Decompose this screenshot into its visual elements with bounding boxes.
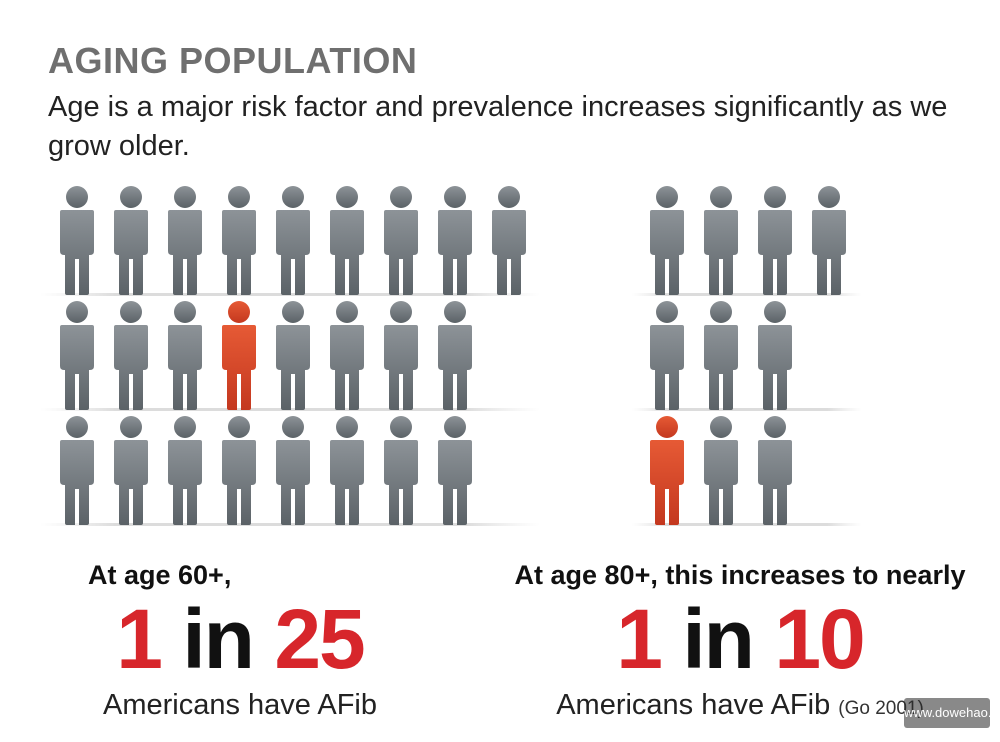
person-icon (758, 416, 792, 525)
person-icon (276, 186, 310, 295)
person-icon (384, 416, 418, 525)
person-icon-highlighted (650, 416, 684, 525)
person-icon (330, 301, 364, 410)
stat-age60-in: in (182, 592, 255, 686)
page-title: AGING POPULATION (48, 40, 418, 81)
stat-age80-ratio: 1 in 10 (490, 597, 990, 681)
person-icon (222, 416, 256, 525)
stat-age60-lead: At age 60+, (88, 560, 232, 590)
stat-age60-num-b: 25 (274, 592, 365, 686)
stat-age80-lead: At age 80+, this increases to nearly (514, 560, 966, 590)
person-icon (168, 301, 202, 410)
person-icon (758, 186, 792, 295)
person-icon (60, 416, 94, 525)
page-subtitle: Age is a major risk factor and prevalenc… (48, 91, 948, 162)
person-icon (438, 301, 472, 410)
person-icon (60, 301, 94, 410)
person-icon (812, 186, 846, 295)
person-icon (114, 186, 148, 295)
person-icon (704, 301, 738, 410)
person-icon (114, 416, 148, 525)
person-icon (650, 186, 684, 295)
person-icon (492, 186, 526, 295)
row-floor (632, 293, 862, 296)
row-floor (632, 523, 862, 526)
person-icon (114, 301, 148, 410)
person-icon (438, 186, 472, 295)
person-icon (758, 301, 792, 410)
row-floor (632, 408, 862, 411)
person-icon (384, 301, 418, 410)
watermark: www.dowehao.com (904, 698, 1000, 728)
person-icon (704, 416, 738, 525)
stat-age80-tail: Americans have AFib (Go 2001) (490, 689, 990, 722)
person-icon (168, 416, 202, 525)
person-icon (650, 301, 684, 410)
person-icon (168, 186, 202, 295)
person-icon (330, 416, 364, 525)
figures (60, 186, 846, 525)
person-icon (438, 416, 472, 525)
stat-age60: At age 60+, 1 in 25 Americans have AFib (70, 560, 410, 722)
person-icon (276, 416, 310, 525)
person-icon (60, 186, 94, 295)
person-icon-highlighted (222, 301, 256, 410)
stat-age60-num-a: 1 (116, 592, 163, 686)
stat-age80: At age 80+, this increases to nearly 1 i… (490, 560, 990, 722)
person-icon (704, 186, 738, 295)
person-icon (276, 301, 310, 410)
person-icon (384, 186, 418, 295)
person-icon (330, 186, 364, 295)
stat-age80-num-b: 10 (774, 592, 865, 686)
stat-age80-tail-text: Americans have AFib (556, 689, 831, 721)
stat-age60-ratio: 1 in 25 (70, 597, 410, 681)
stat-age60-tail: Americans have AFib (102, 689, 377, 721)
stat-age80-num-a: 1 (616, 592, 663, 686)
person-icon (222, 186, 256, 295)
citation: (Go 2001) (838, 698, 924, 719)
stat-age80-in: in (682, 592, 755, 686)
